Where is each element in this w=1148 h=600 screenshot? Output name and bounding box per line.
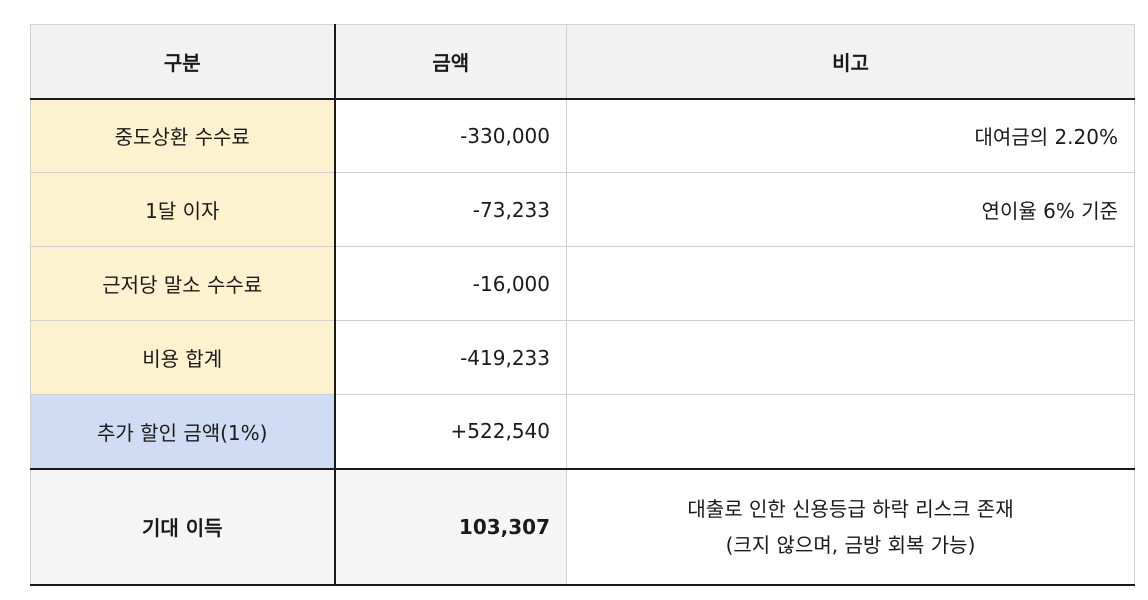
row-label: 추가 할인 금액(1%) — [30, 394, 336, 469]
row-amount: -73,233 — [334, 172, 567, 247]
header-amount: 금액 — [334, 24, 567, 100]
row-amount: -16,000 — [334, 246, 567, 321]
row-note — [566, 394, 1135, 469]
total-label: 기대 이득 — [30, 467, 336, 586]
table-row: 1달 이자 -73,233 연이율 6% 기준 — [30, 172, 1135, 247]
row-note: 대여금의 2.20% — [566, 98, 1135, 173]
total-amount: 103,307 — [334, 467, 567, 586]
total-note: 대출로 인한 신용등급 하락 리스크 존재 (크지 않으며, 금방 회복 가능) — [566, 467, 1135, 586]
row-note — [566, 246, 1135, 321]
table-row: 중도상환 수수료 -330,000 대여금의 2.20% — [30, 98, 1135, 173]
total-note-line-2: (크지 않으며, 금방 회복 가능) — [725, 532, 976, 557]
row-note: 연이율 6% 기준 — [566, 172, 1135, 247]
table-row: 추가 할인 금액(1%) +522,540 — [30, 394, 1135, 469]
header-row: 구분 금액 비고 — [30, 24, 1135, 100]
row-label: 비용 합계 — [30, 320, 336, 395]
row-label: 근저당 말소 수수료 — [30, 246, 336, 321]
table-header: 구분 금액 비고 — [30, 24, 1135, 100]
table-body: 중도상환 수수료 -330,000 대여금의 2.20% 1달 이자 -73,2… — [30, 98, 1135, 586]
total-note-line-1: 대출로 인한 신용등급 하락 리스크 존재 — [687, 496, 1014, 521]
header-category: 구분 — [30, 24, 336, 100]
row-label: 중도상환 수수료 — [30, 98, 336, 173]
header-note: 비고 — [566, 24, 1135, 100]
row-amount: +522,540 — [334, 394, 567, 469]
row-amount: -419,233 — [334, 320, 567, 395]
row-note — [566, 320, 1135, 395]
table-row: 근저당 말소 수수료 -16,000 — [30, 246, 1135, 321]
total-row: 기대 이득 103,307 대출로 인한 신용등급 하락 리스크 존재 (크지 … — [30, 467, 1135, 586]
cost-benefit-table: 구분 금액 비고 중도상환 수수료 -330,000 대여금의 2.20% 1달… — [30, 24, 1135, 586]
cost-benefit-table-container: 구분 금액 비고 중도상환 수수료 -330,000 대여금의 2.20% 1달… — [30, 24, 1135, 586]
table-row: 비용 합계 -419,233 — [30, 320, 1135, 395]
row-amount: -330,000 — [334, 98, 567, 173]
row-label: 1달 이자 — [30, 172, 336, 247]
